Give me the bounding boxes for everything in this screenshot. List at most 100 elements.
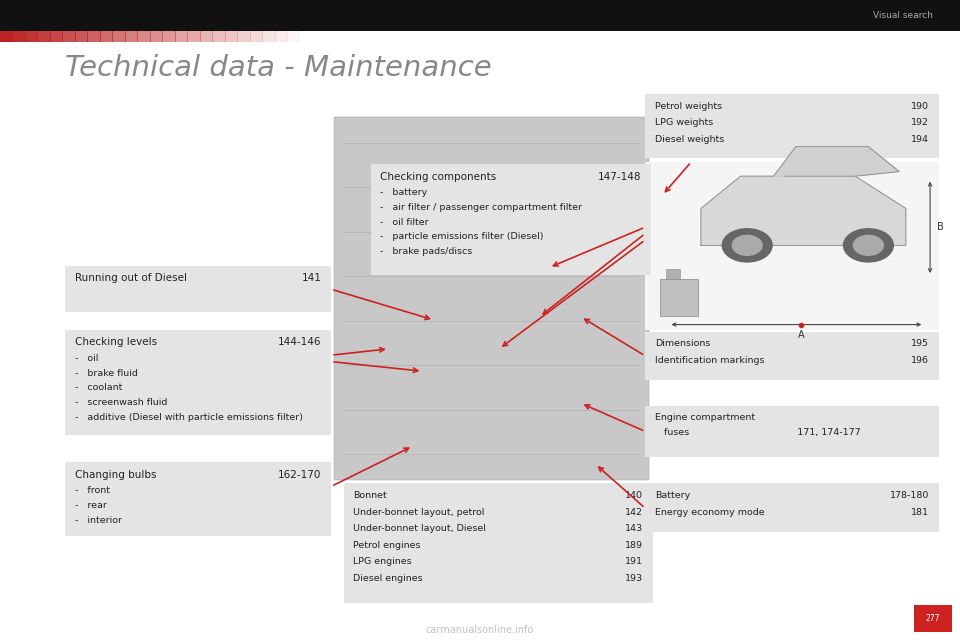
Text: 162-170: 162-170 (278, 470, 322, 480)
Bar (275, 31, 288, 42)
Text: 191: 191 (625, 557, 643, 566)
Bar (250, 31, 263, 42)
Bar (300, 31, 313, 42)
Bar (387, 31, 400, 42)
Bar (474, 31, 488, 42)
Text: 143: 143 (625, 524, 643, 533)
Text: 142: 142 (625, 508, 643, 516)
Circle shape (853, 236, 883, 255)
Bar (349, 31, 363, 42)
Text: 189: 189 (625, 541, 643, 550)
Bar (645, 483, 939, 532)
Bar (0, 31, 13, 42)
Text: Checking levels: Checking levels (75, 337, 157, 348)
Text: -   coolant: - coolant (75, 383, 122, 392)
Bar (25, 31, 38, 42)
Bar (87, 31, 101, 42)
Circle shape (722, 228, 772, 262)
Text: Diesel weights: Diesel weights (655, 135, 724, 144)
Bar (287, 31, 300, 42)
Bar (449, 31, 463, 42)
Text: 195: 195 (911, 339, 929, 348)
Text: A: A (798, 330, 804, 340)
Text: Identification markings: Identification markings (655, 356, 764, 365)
Text: Under-bonnet layout, petrol: Under-bonnet layout, petrol (353, 508, 485, 516)
Text: 144-146: 144-146 (278, 337, 322, 348)
Text: 141: 141 (301, 273, 322, 284)
Text: Diesel engines: Diesel engines (353, 574, 423, 583)
Bar (487, 31, 500, 42)
Text: LPG weights: LPG weights (655, 118, 713, 127)
Text: Running out of Diesel: Running out of Diesel (75, 273, 187, 284)
Bar (65, 462, 331, 536)
Bar (50, 31, 63, 42)
Text: LPG engines: LPG engines (353, 557, 412, 566)
Bar (175, 31, 188, 42)
Bar (0, 0, 960, 31)
Bar (12, 31, 26, 42)
Text: Visual search: Visual search (874, 11, 933, 20)
Bar (914, 605, 952, 632)
Circle shape (732, 236, 762, 255)
Text: -   air filter / passenger compartment filter: - air filter / passenger compartment fil… (380, 203, 582, 212)
Bar (334, 117, 649, 480)
Bar (324, 31, 338, 42)
Bar (150, 31, 163, 42)
Text: fuses                                    171, 174-177: fuses 171, 174-177 (655, 428, 860, 437)
Polygon shape (701, 176, 906, 245)
Text: Petrol engines: Petrol engines (353, 541, 420, 550)
Text: -   brake fluid: - brake fluid (75, 369, 137, 378)
Bar (312, 31, 325, 42)
Text: 193: 193 (625, 574, 643, 583)
Bar (337, 31, 350, 42)
Text: 194: 194 (911, 135, 929, 144)
Bar (162, 31, 176, 42)
Text: -   front: - front (75, 486, 109, 495)
Circle shape (844, 228, 893, 262)
Text: 190: 190 (911, 102, 929, 111)
Bar (645, 94, 939, 158)
Bar (112, 31, 126, 42)
Text: Dimensions: Dimensions (655, 339, 710, 348)
Text: 196: 196 (911, 356, 929, 365)
Bar (137, 31, 151, 42)
Bar (237, 31, 251, 42)
Bar (37, 31, 51, 42)
Polygon shape (774, 147, 900, 176)
Bar (437, 31, 450, 42)
Bar (374, 31, 388, 42)
Bar (65, 330, 331, 435)
Text: Petrol weights: Petrol weights (655, 102, 722, 111)
Text: 140: 140 (625, 491, 643, 500)
Bar (187, 31, 201, 42)
Text: -   additive (Diesel with particle emissions filter): - additive (Diesel with particle emissio… (75, 413, 303, 422)
Bar (645, 406, 939, 457)
Bar (362, 31, 375, 42)
Text: -   oil: - oil (75, 354, 98, 363)
Bar (665, 269, 681, 279)
Text: -   rear: - rear (75, 501, 107, 510)
Bar (412, 31, 425, 42)
Text: Under-bonnet layout, Diesel: Under-bonnet layout, Diesel (353, 524, 486, 533)
Bar (262, 31, 276, 42)
Bar (399, 31, 413, 42)
Text: -   particle emissions filter (Diesel): - particle emissions filter (Diesel) (380, 232, 543, 241)
Text: -   oil filter: - oil filter (380, 218, 429, 227)
Text: 147-148: 147-148 (598, 172, 641, 182)
Text: -   interior: - interior (75, 516, 122, 525)
Text: Checking components: Checking components (380, 172, 496, 182)
Bar (344, 483, 653, 603)
Bar (645, 332, 939, 380)
Text: Bonnet: Bonnet (353, 491, 387, 500)
Bar (65, 266, 331, 312)
Bar (212, 31, 226, 42)
Text: 181: 181 (911, 508, 929, 516)
Text: -   brake pads/discs: - brake pads/discs (380, 247, 472, 256)
Text: 178-180: 178-180 (890, 491, 929, 500)
Text: Changing bulbs: Changing bulbs (75, 470, 156, 480)
Bar (100, 31, 113, 42)
Text: 192: 192 (911, 118, 929, 127)
Bar (660, 279, 698, 316)
Bar (424, 31, 438, 42)
Text: -   screenwash fluid: - screenwash fluid (75, 398, 167, 407)
